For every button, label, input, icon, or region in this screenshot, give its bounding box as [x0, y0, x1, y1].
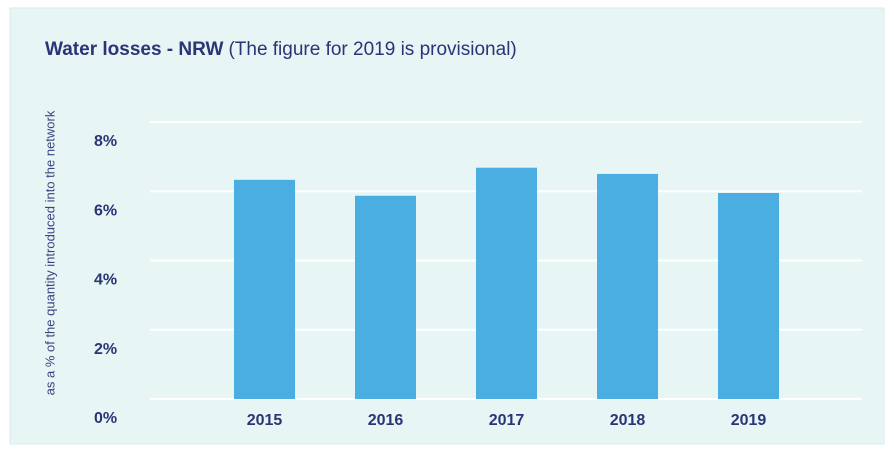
y-axis-label: as a % of the quantity introduced into t… — [42, 110, 57, 395]
x-tick-label: 2019 — [731, 412, 767, 429]
chart-title: Water losses - NRW — [45, 39, 223, 60]
x-tick-label: 2017 — [489, 412, 525, 429]
bar — [355, 195, 416, 399]
bar — [597, 173, 658, 399]
x-tick-label: 2016 — [368, 412, 404, 429]
bar — [718, 192, 779, 399]
chart-heading: Water losses - NRW (The figure for 2019 i… — [45, 39, 517, 60]
y-tick-label: 4% — [94, 272, 117, 289]
y-tick-label: 6% — [94, 202, 117, 219]
y-tick-label: 2% — [94, 341, 117, 358]
x-tick-label: 2018 — [610, 412, 646, 429]
bar — [234, 179, 295, 399]
y-tick-label: 0% — [94, 410, 117, 427]
bar — [476, 167, 537, 399]
chart-subtitle: (The figure for 2019 is provisional) — [228, 39, 516, 60]
x-tick-label: 2015 — [247, 412, 283, 429]
y-tick-label: 8% — [94, 133, 117, 150]
